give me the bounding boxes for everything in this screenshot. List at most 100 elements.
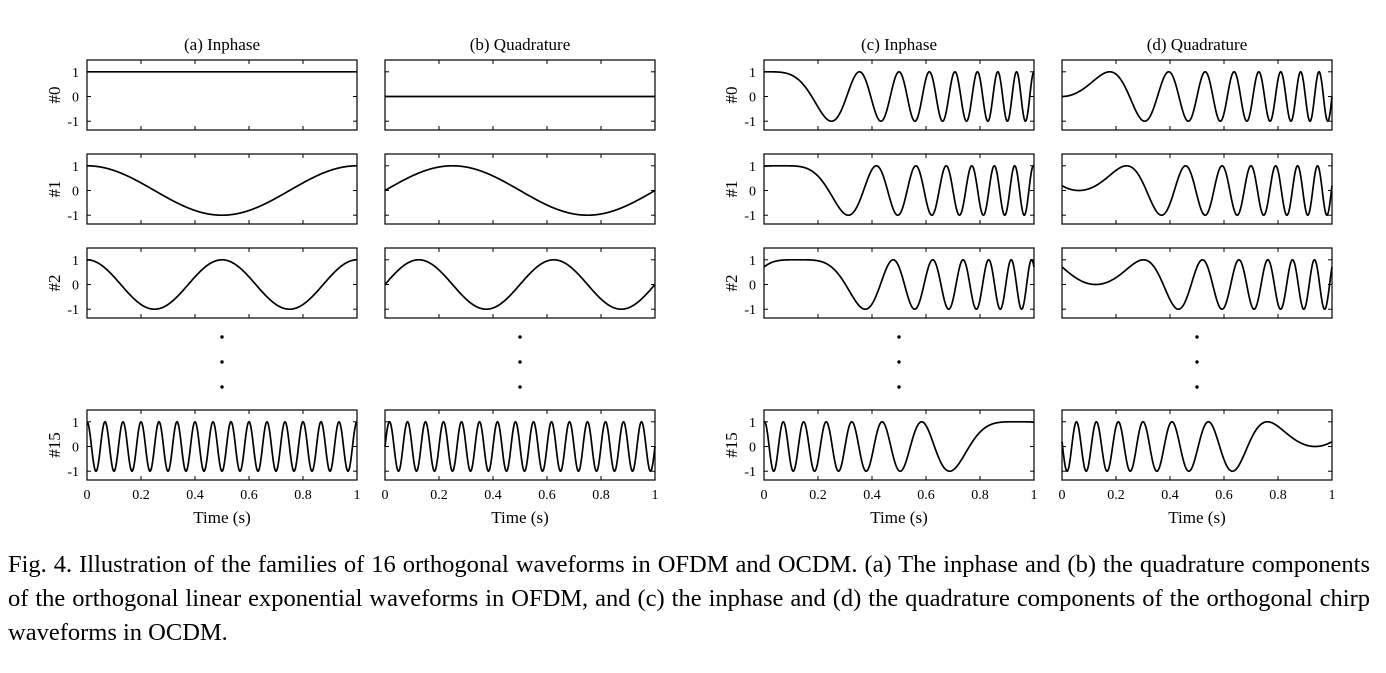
y-tick-label: 1 — [749, 254, 756, 269]
y-tick-label: 1 — [749, 66, 756, 81]
waveform-n1 — [763, 164, 1035, 217]
waveform-n2 — [87, 258, 357, 311]
axes-frame — [763, 247, 1035, 319]
x-tick-label: 0.6 — [240, 488, 258, 503]
axes-frame — [763, 59, 1035, 131]
axes-frame — [1061, 59, 1333, 131]
axes-frame — [763, 409, 1035, 481]
ellipsis-dot — [220, 385, 224, 389]
panel-title: (c) Inphase — [861, 35, 937, 54]
y-tick-label: 1 — [72, 66, 79, 81]
x-tick-label: 0.6 — [538, 488, 556, 503]
axes-frame — [1061, 409, 1333, 481]
x-tick-label: 1 — [652, 488, 659, 503]
y-tick-label: -1 — [67, 465, 79, 480]
y-tick-label: 0 — [749, 279, 756, 294]
x-tick-label: 0 — [761, 488, 768, 503]
y-tick-label: 1 — [749, 160, 756, 175]
x-tick-label: 0.4 — [863, 488, 881, 503]
y-tick-label: -1 — [744, 303, 756, 318]
x-tick-label: 0.6 — [1215, 488, 1233, 503]
row-label: #0 — [45, 87, 64, 104]
ellipsis-dot — [897, 385, 901, 389]
waveform-n0 — [1062, 70, 1333, 123]
axes-frame — [384, 247, 656, 319]
ellipsis-dot — [897, 335, 901, 339]
y-tick-label: -1 — [67, 209, 79, 224]
x-axis-label: Time (s) — [870, 508, 927, 527]
axes-frame — [86, 153, 358, 225]
x-tick-label: 0.8 — [1269, 488, 1287, 503]
x-tick-label: 0.4 — [1161, 488, 1179, 503]
x-tick-label: 0.6 — [917, 488, 935, 503]
row-label: #0 — [722, 87, 741, 104]
ellipsis-dot — [220, 360, 224, 364]
y-tick-label: 0 — [749, 91, 756, 106]
y-tick-label: -1 — [744, 209, 756, 224]
x-tick-label: 0.2 — [809, 488, 827, 503]
waveform-n0 — [764, 70, 1035, 123]
x-tick-label: 0.8 — [971, 488, 989, 503]
waveform-n15 — [384, 420, 656, 473]
y-tick-label: -1 — [67, 115, 79, 130]
x-tick-label: 0.8 — [294, 488, 312, 503]
x-tick-label: 1 — [354, 488, 361, 503]
axes-frame — [763, 153, 1035, 225]
y-tick-label: -1 — [744, 115, 756, 130]
panel-title: (d) Quadrature — [1147, 35, 1248, 54]
x-axis-label: Time (s) — [491, 508, 548, 527]
x-tick-label: 0.2 — [1107, 488, 1125, 503]
y-tick-label: 1 — [72, 160, 79, 175]
y-tick-label: -1 — [744, 465, 756, 480]
x-tick-label: 1 — [1031, 488, 1038, 503]
axes-frame — [1061, 247, 1333, 319]
ellipsis-dot — [1195, 385, 1199, 389]
axes-frame — [86, 59, 358, 131]
row-label: #1 — [45, 181, 64, 198]
y-tick-label: 0 — [72, 279, 79, 294]
ellipsis-dot — [518, 335, 522, 339]
x-tick-label: 0.2 — [430, 488, 448, 503]
x-tick-label: 0 — [84, 488, 91, 503]
ellipsis-dot — [518, 360, 522, 364]
waveform-n2 — [1061, 258, 1333, 311]
y-tick-label: 0 — [749, 185, 756, 200]
ellipsis-dot — [1195, 335, 1199, 339]
figure-caption: Fig. 4. Illustration of the families of … — [8, 551, 1370, 646]
waveform-n1 — [87, 164, 357, 217]
y-tick-label: 0 — [749, 441, 756, 456]
row-label: #2 — [722, 275, 741, 292]
row-label: #1 — [722, 181, 741, 198]
x-tick-label: 0 — [382, 488, 389, 503]
y-tick-label: 0 — [72, 91, 79, 106]
row-label: #15 — [45, 432, 64, 458]
ellipsis-dot — [1195, 360, 1199, 364]
axes-frame — [1061, 153, 1333, 225]
x-tick-label: 0 — [1059, 488, 1066, 503]
y-tick-label: 1 — [72, 254, 79, 269]
y-tick-label: 1 — [72, 416, 79, 431]
waveform-n15 — [763, 420, 1035, 473]
y-tick-label: -1 — [67, 303, 79, 318]
waveform-n2 — [763, 258, 1035, 311]
waveform-n1 — [1061, 164, 1333, 217]
ellipsis-dot — [518, 385, 522, 389]
panel-title: (b) Quadrature — [470, 35, 571, 54]
x-tick-label: 0.4 — [186, 488, 204, 503]
axes-frame — [86, 409, 358, 481]
row-label: #2 — [45, 275, 64, 292]
waveform-n2 — [384, 258, 656, 311]
axes-frame — [384, 153, 656, 225]
x-tick-label: 0.8 — [592, 488, 610, 503]
x-axis-label: Time (s) — [1168, 508, 1225, 527]
waveform-n15 — [86, 420, 358, 473]
y-tick-label: 0 — [72, 185, 79, 200]
axes-frame — [384, 59, 656, 131]
ellipsis-dot — [897, 360, 901, 364]
row-label: #15 — [722, 432, 741, 458]
y-tick-label: 0 — [72, 441, 79, 456]
panel-title: (a) Inphase — [184, 35, 260, 54]
y-tick-label: 1 — [749, 416, 756, 431]
waveform-n1 — [384, 164, 656, 217]
